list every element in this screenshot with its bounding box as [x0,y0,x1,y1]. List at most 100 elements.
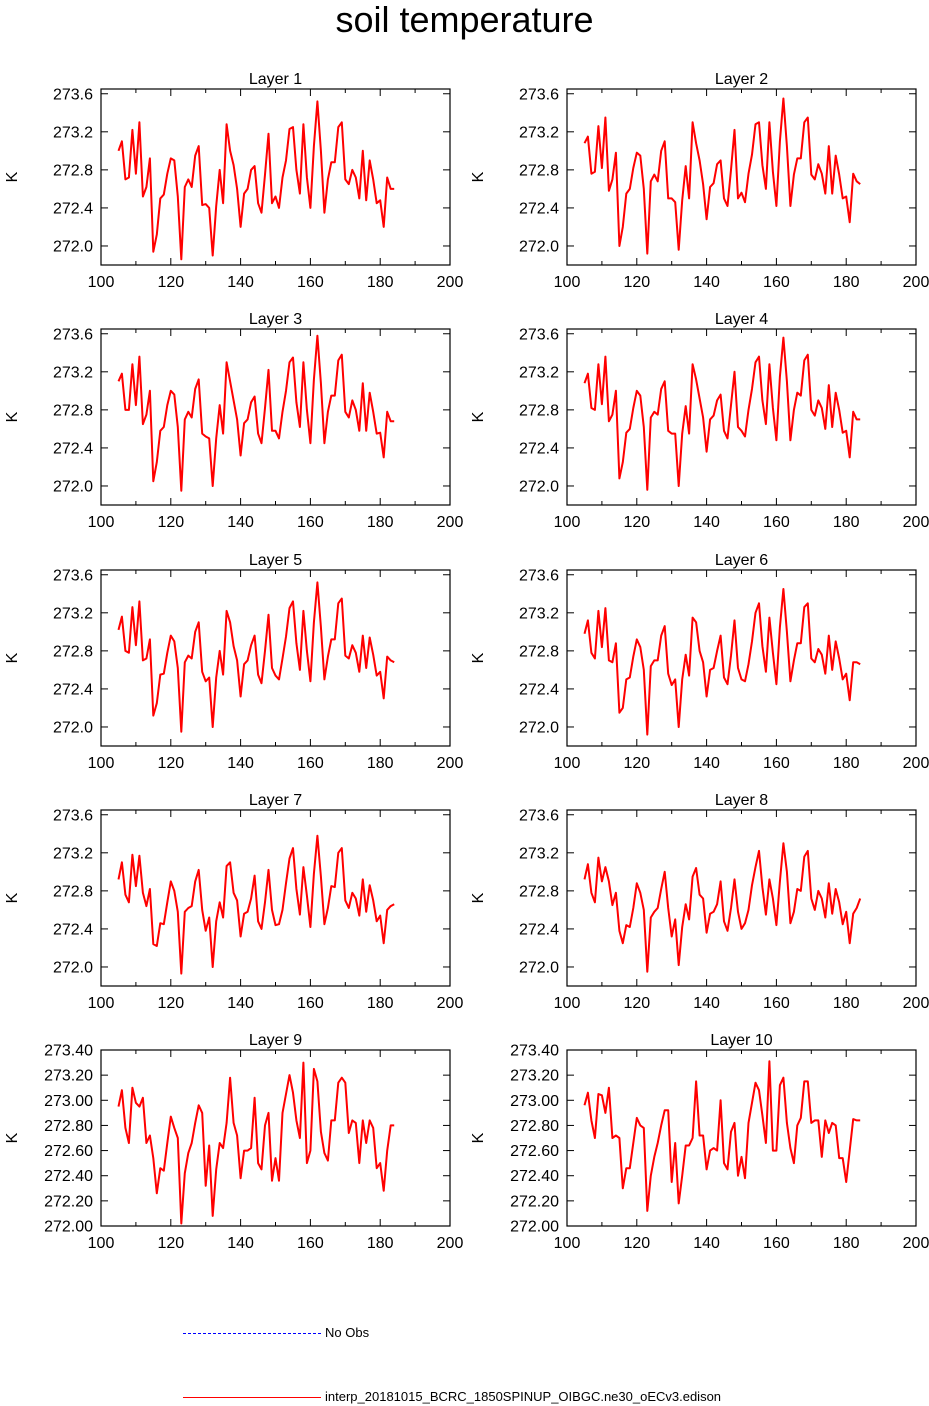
panel-1-title: Layer 1 [249,71,302,88]
panel-6-ytick-label-0: 272.0 [519,719,559,736]
panel-10-ytick-label-3: 272.60 [510,1143,559,1160]
panel-6-xtick-label-2: 140 [693,755,720,772]
panel-4-xtick-label-5: 200 [903,514,929,531]
panel-2-ylabel: K [470,171,487,182]
panel-3-xtick-label-4: 180 [367,514,394,531]
panel-2-xtick-label-4: 180 [833,274,860,291]
panel-4-xtick-label-4: 180 [833,514,860,531]
panel-9-ytick-label-2: 272.40 [44,1168,93,1185]
panel-10-ylabel: K [470,1132,487,1143]
panel-8-ytick-label-3: 273.2 [519,845,559,862]
panel-10-series-line [583,1060,861,1212]
panel-6-ytick-label-2: 272.8 [519,643,559,660]
panel-10-xtick-label-1: 120 [623,1235,650,1252]
panel-6-xtick-label-1: 120 [623,755,650,772]
panel-10-title: Layer 10 [710,1032,772,1049]
panel-9-ytick-label-4: 272.80 [44,1118,93,1135]
panel-5-ytick-label-0: 272.0 [53,719,93,736]
panel-6-xtick-label-5: 200 [903,755,929,772]
panel-2-ytick-label-3: 273.2 [519,124,559,141]
panel-9-title: Layer 9 [249,1032,302,1049]
panel-10-xtick-label-4: 180 [833,1235,860,1252]
panel-6-xtick-label-3: 160 [763,755,790,772]
panel-1-xtick-label-5: 200 [437,274,464,291]
panel-2-ytick-label-4: 273.6 [519,86,559,103]
panel-2-ytick-label-2: 272.8 [519,162,559,179]
panel-4-ytick-label-3: 273.2 [519,364,559,381]
panel-4-ytick-label-2: 272.8 [519,402,559,419]
panel-1-xtick-label-3: 160 [297,274,324,291]
panel-6-ytick-label-4: 273.6 [519,567,559,584]
panel-7-xtick-label-5: 200 [437,995,464,1012]
panel-4-ytick-label-0: 272.0 [519,478,559,495]
panel-7-ytick-label-4: 273.6 [53,807,93,824]
panel-8-ytick-label-1: 272.4 [519,921,559,938]
panel-4-ytick-label-1: 272.4 [519,440,559,457]
panel-10-xtick-label-0: 100 [554,1235,581,1252]
panel-2-ytick-label-1: 272.4 [519,200,559,217]
panel-4-series-line [583,336,861,491]
panel-9-xtick-label-3: 160 [297,1235,324,1252]
panel-1-ytick-label-2: 272.8 [53,162,93,179]
panel-7-ytick-label-2: 272.8 [53,883,93,900]
panel-7-ylabel: K [4,892,21,903]
panel-6-xtick-label-0: 100 [554,755,581,772]
panel-4-ytick-label-4: 273.6 [519,326,559,343]
panel-9-ytick-label-3: 272.60 [44,1143,93,1160]
panel-9-xtick-label-5: 200 [437,1235,464,1252]
panel-1-xtick-label-0: 100 [88,274,115,291]
panel-10-ytick-label-7: 273.40 [510,1043,559,1060]
panel-10-ytick-label-6: 273.20 [510,1068,559,1085]
panel-6-title: Layer 6 [715,552,768,569]
panel-8-xtick-label-2: 140 [693,995,720,1012]
panel-7-xtick-label-0: 100 [88,995,115,1012]
panel-6-ytick-label-3: 273.2 [519,605,559,622]
panel-3-ytick-label-1: 272.4 [53,440,93,457]
panel-5-xtick-label-4: 180 [367,755,394,772]
panel-2-ytick-label-0: 272.0 [519,238,559,255]
panel-3-xtick-label-0: 100 [88,514,115,531]
panel-3-series-line [117,334,395,492]
panel-10-ytick-label-1: 272.20 [510,1193,559,1210]
panel-8-title: Layer 8 [715,792,768,809]
panel-4-xtick-label-3: 160 [763,514,790,531]
panel-5-xtick-label-5: 200 [437,755,464,772]
panel-9-frame [100,1049,451,1227]
panel-6-frame [566,569,917,747]
panel-4-xtick-label-1: 120 [623,514,650,531]
panel-6-xtick-label-4: 180 [833,755,860,772]
panel-7-ytick-label-1: 272.4 [53,921,93,938]
panel-5-xtick-label-0: 100 [88,755,115,772]
panel-6-ylabel: K [470,652,487,663]
panel-3-xtick-label-5: 200 [437,514,464,531]
panel-7-frame [100,809,451,987]
panel-5-frame [100,569,451,747]
panel-9-ytick-label-1: 272.20 [44,1193,93,1210]
panel-9-series-line [117,1061,395,1225]
panel-5-title: Layer 5 [249,552,302,569]
legend-model-label: interp_20181015_BCRC_1850SPINUP_OIBGC.ne… [325,1389,722,1404]
panel-4-ylabel: K [470,411,487,422]
figure-title: soil temperature [335,0,594,40]
panel-8-ytick-label-0: 272.0 [519,959,559,976]
panel-10-xtick-label-3: 160 [763,1235,790,1252]
panel-4-title: Layer 4 [715,311,768,328]
panel-5-xtick-label-3: 160 [297,755,324,772]
panel-8-xtick-label-1: 120 [623,995,650,1012]
panel-8-ytick-label-2: 272.8 [519,883,559,900]
panel-9-ytick-label-5: 273.00 [44,1093,93,1110]
panel-2-series-line [583,97,861,255]
panel-3-ylabel: K [4,411,21,422]
panel-6-ytick-label-1: 272.4 [519,681,559,698]
panel-3-ytick-label-2: 272.8 [53,402,93,419]
panel-7-series-line [117,834,395,975]
panel-7-xtick-label-1: 120 [157,995,184,1012]
panel-10-xtick-label-5: 200 [903,1235,929,1252]
panel-1-ytick-label-0: 272.0 [53,238,93,255]
panel-1-series-line [117,100,395,261]
panel-5-ytick-label-1: 272.4 [53,681,93,698]
panel-3-xtick-label-3: 160 [297,514,324,531]
panel-9-ylabel: K [4,1132,21,1143]
panel-9-xtick-label-4: 180 [367,1235,394,1252]
